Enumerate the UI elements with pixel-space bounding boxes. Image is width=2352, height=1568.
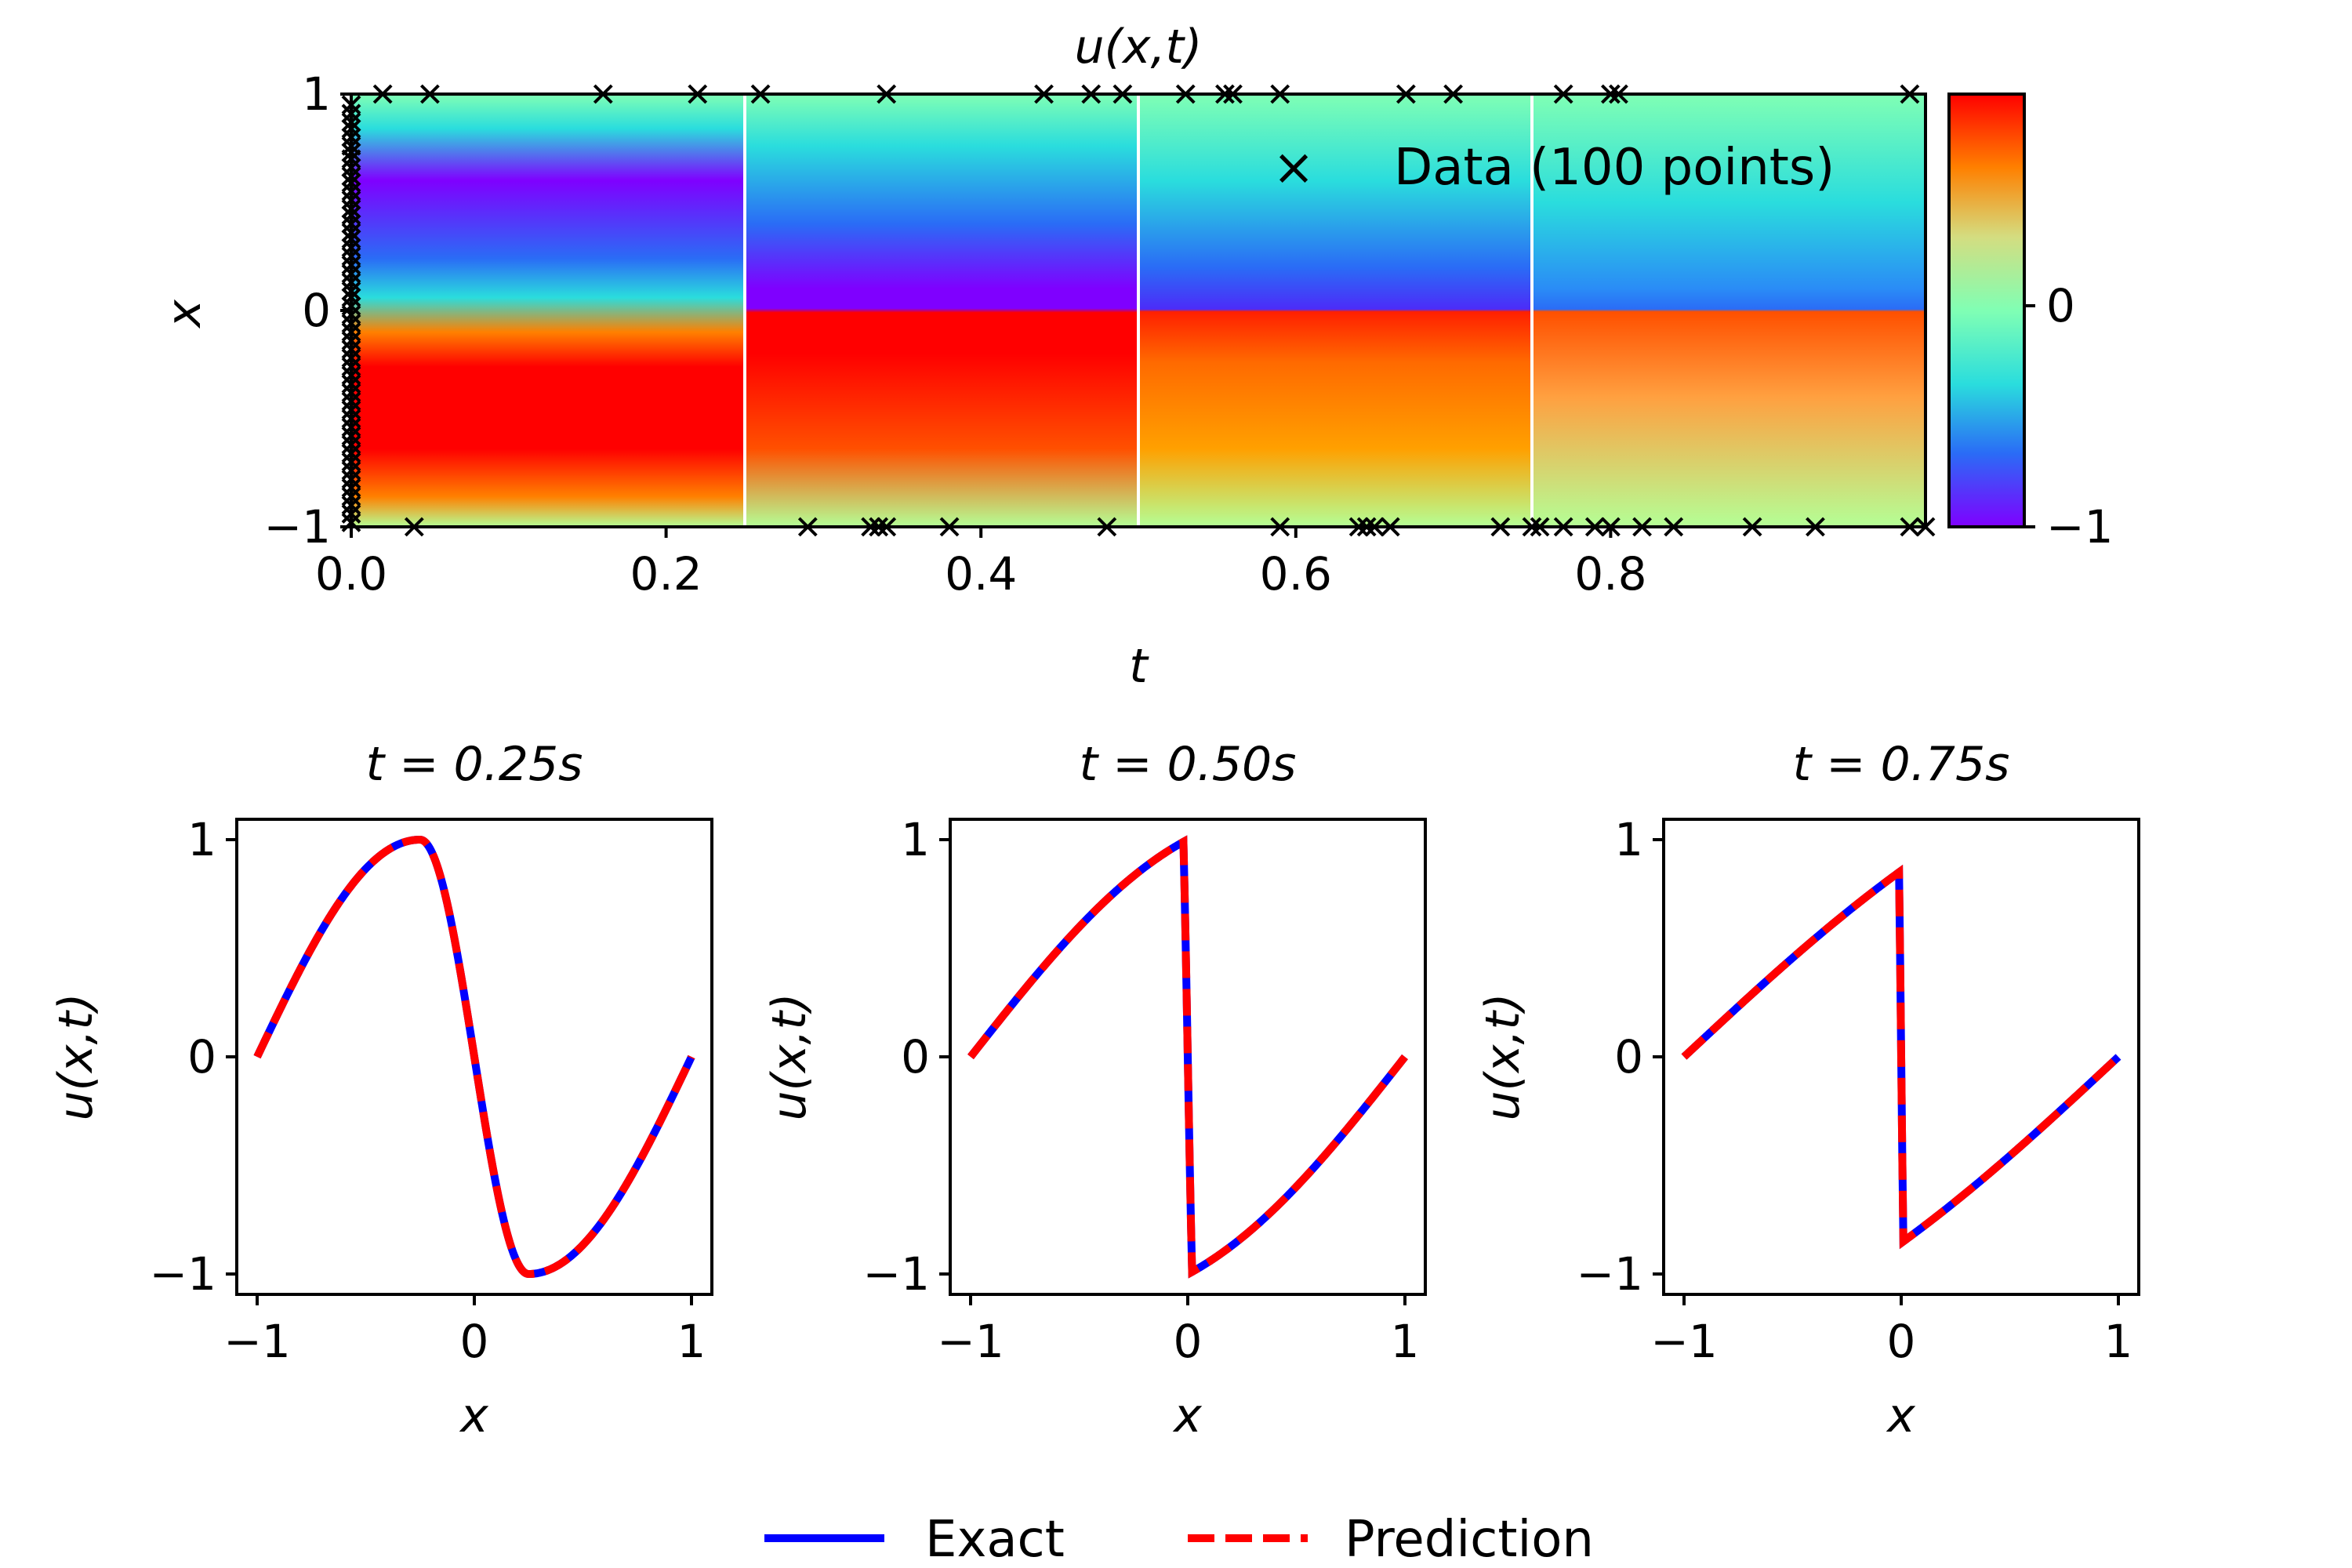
y-tick-label: −1	[863, 1247, 931, 1301]
heatmap-band	[351, 94, 746, 527]
colorbar: −1 0	[1947, 93, 2114, 554]
slice-title: t = 0.50s	[1080, 737, 1297, 792]
x-tick-label: 0.6	[1260, 547, 1332, 601]
x-tick-label: 1	[1391, 1315, 1420, 1368]
y-tick-label: 1	[901, 813, 930, 866]
slice-x-label: x	[459, 1388, 488, 1443]
heatmap-x-ticks: 0.0 0.2 0.4 0.6 0.8	[315, 527, 1647, 601]
slice-plot-2: t = 0.50s −1 0 1 −1 0 1 x u(x,t)	[762, 737, 1427, 1443]
slice-x-label: x	[1886, 1388, 1915, 1443]
y-tick-label: 0	[901, 1030, 930, 1083]
legend-exact-label: Exact	[925, 1511, 1065, 1568]
x-tick-label: 0.0	[315, 547, 387, 601]
slice-x-label: x	[1172, 1388, 1202, 1443]
slice-y-label: u(x,t)	[762, 993, 817, 1121]
y-tick-label: 1	[1614, 813, 1643, 866]
heatmap-panel: u(x,t) 0.0 0.2 0.4 0.6 0.8 −1 0 1 t x × Data (…	[157, 20, 1936, 694]
heatmap-y-label: x	[157, 299, 212, 329]
x-tick-label: 1	[677, 1315, 706, 1368]
prediction-line	[1681, 864, 2122, 1250]
heatmap-field	[351, 94, 1926, 527]
y-tick-label: 0	[1614, 1030, 1643, 1083]
legend-marker-icon: ×	[1272, 139, 1315, 197]
x-tick-label: 0	[1887, 1315, 1916, 1368]
prediction-line	[967, 835, 1408, 1279]
heatmap-title: u(x,t)	[1075, 20, 1203, 74]
x-tick-label: 0.8	[1574, 547, 1646, 601]
colorbar-ticks: −1 0	[2024, 279, 2114, 554]
slice-title: t = 0.25s	[366, 737, 583, 792]
prediction-line	[253, 835, 695, 1279]
x-tick-label: −1	[223, 1315, 291, 1368]
heatmap-band	[1138, 94, 1533, 527]
x-tick-label: 0.4	[945, 547, 1017, 601]
y-tick-label: −1	[150, 1247, 217, 1301]
slice-plot-3: t = 0.75s −1 0 1 −1 0 1 x u(x,t)	[1475, 737, 2140, 1443]
legend-label-data: Data (100 points)	[1394, 139, 1835, 197]
slice-title: t = 0.75s	[1793, 737, 2010, 792]
colorbar-tick-label: 0	[2046, 279, 2075, 332]
slice-y-label: u(x,t)	[1475, 993, 1530, 1121]
y-tick-label: 1	[187, 813, 216, 866]
bottom-legend: Exact Prediction	[764, 1511, 1594, 1568]
y-tick-label: 0	[187, 1030, 216, 1083]
slice-plot-1: t = 0.25s −1 0 1 −1 0 1 x u(x,t)	[49, 737, 713, 1443]
colorbar-tick-label: −1	[2046, 500, 2114, 554]
heatmap-y-ticks: −1 0 1	[264, 67, 351, 554]
legend-prediction-label: Prediction	[1345, 1511, 1594, 1568]
x-tick-label: −1	[937, 1315, 1004, 1368]
heatmap-band	[745, 94, 1139, 527]
x-tick-label: 0	[1174, 1315, 1203, 1368]
y-tick-label: 0	[302, 284, 331, 337]
heatmap-band	[1532, 94, 1926, 527]
y-tick-label: −1	[264, 500, 332, 554]
x-tick-label: 1	[2104, 1315, 2133, 1368]
x-tick-label: 0.2	[630, 547, 702, 601]
y-tick-label: −1	[1577, 1247, 1644, 1301]
time-slice-lines	[743, 94, 1534, 527]
slice-plots: t = 0.25s −1 0 1 −1 0 1 x u(x,t) t = 0.50s −1 0 1 −1 0…	[49, 737, 2140, 1443]
x-tick-label: 0	[460, 1315, 489, 1368]
y-tick-label: 1	[302, 67, 331, 121]
heatmap-legend: × Data (100 points)	[1272, 139, 1835, 197]
exact-line	[967, 835, 1408, 1279]
colorbar-gradient	[1947, 93, 2026, 528]
heatmap-x-label: t	[1129, 639, 1149, 694]
x-tick-label: −1	[1650, 1315, 1718, 1368]
slice-y-label: u(x,t)	[49, 993, 103, 1121]
